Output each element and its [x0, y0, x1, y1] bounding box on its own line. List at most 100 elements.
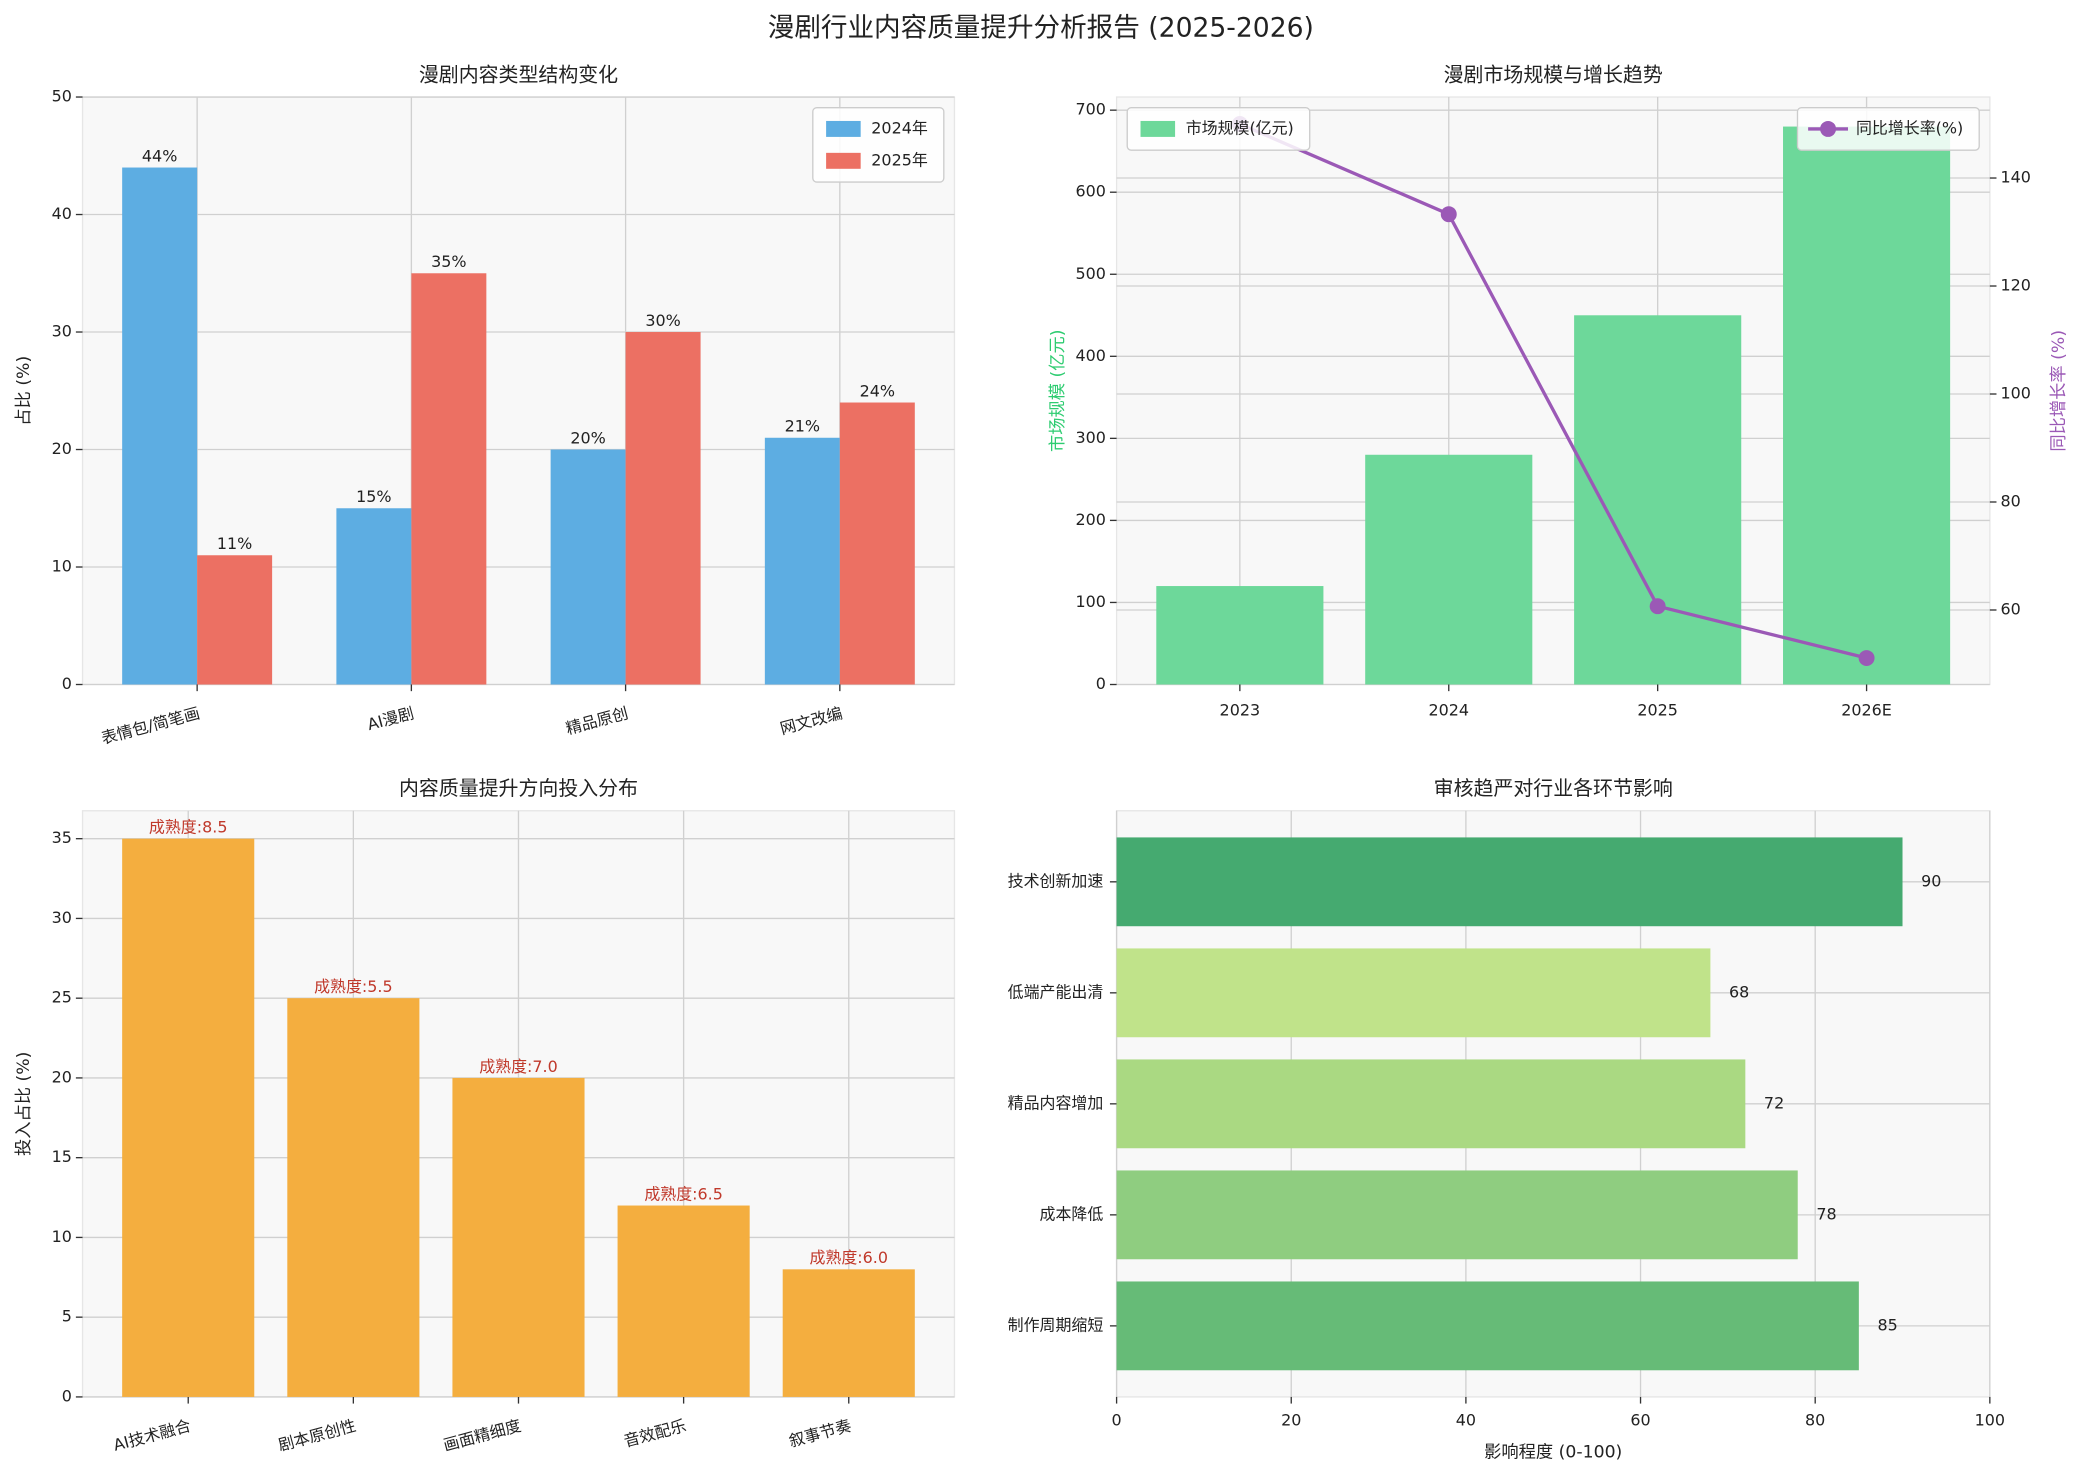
value-label: 11%: [217, 534, 252, 553]
bar: [122, 838, 255, 1397]
tick-label: 40: [52, 204, 72, 223]
x-tick-label: AI漫剧: [365, 703, 416, 734]
y2-axis-label: 同比增长率 (%): [2049, 330, 2069, 452]
x-tick-label: 2026E: [1841, 701, 1892, 720]
bar: [287, 998, 420, 1397]
tick-label: 140: [2000, 168, 2030, 187]
chart-title: 审核趋严对行业各环节影响: [1434, 777, 1673, 800]
value-label: 21%: [785, 417, 820, 436]
y-axis-label: 市场规模 (亿元): [1048, 329, 1068, 452]
tick-label: 20: [52, 439, 72, 458]
x-tick-label: 剧本原创性: [276, 1416, 358, 1455]
legend-swatch: [826, 120, 861, 137]
bar: [782, 1269, 915, 1397]
value-label: 30%: [645, 311, 680, 330]
legend-swatch: [826, 152, 861, 169]
tick-label: 0: [1096, 674, 1106, 693]
y-tick-label: 低端产能出清: [1008, 982, 1104, 1001]
value-label: 15%: [356, 487, 391, 506]
bar: [452, 1077, 585, 1397]
x-tick-label: 0: [1112, 1410, 1122, 1429]
annotation: 成熟度:8.5: [149, 818, 228, 837]
annotation: 成熟度:6.0: [809, 1248, 888, 1267]
x-tick-label: 音效配乐: [622, 1416, 689, 1451]
tick-label: 100: [2000, 384, 2030, 403]
tick-label: 300: [1076, 428, 1106, 447]
bar: [764, 437, 840, 685]
line: [1239, 122, 1867, 660]
y-tick-label: 制作周期缩短: [1008, 1315, 1104, 1334]
tick-label: 0: [62, 674, 72, 693]
tick-label: 20: [52, 1067, 72, 1086]
bar: [122, 167, 198, 685]
value-label: 78: [1816, 1204, 1836, 1223]
legend-box: [1126, 106, 1311, 151]
bar: [617, 1205, 750, 1397]
x-tick-label: 100: [1975, 1410, 2005, 1429]
x-tick-label: AI技术融合: [111, 1416, 193, 1455]
bar: [1156, 586, 1324, 685]
y-tick-label: 技术创新加速: [1008, 871, 1104, 890]
x-tick-label: 20: [1281, 1410, 1301, 1429]
tick-label: 120: [2000, 276, 2030, 295]
chart-title: 内容质量提升方向投入分布: [399, 777, 638, 800]
bar: [197, 555, 273, 685]
y-tick-label: 成本降低: [1040, 1204, 1104, 1223]
point: [1440, 206, 1457, 223]
tick-label: 600: [1076, 182, 1106, 201]
bar: [1116, 837, 1903, 927]
x-tick-label: 精品原创: [564, 703, 631, 738]
value-label: 24%: [860, 381, 895, 400]
x-tick-label: 2024: [1428, 701, 1469, 720]
legend-label: 同比增长率(%): [1856, 118, 1963, 137]
point: [1649, 598, 1666, 615]
x-tick-label: 80: [1805, 1410, 1825, 1429]
chart-title: 漫剧市场规模与增长趋势: [1444, 63, 1663, 86]
tick-label: 10: [52, 557, 72, 576]
tick-label: 60: [2000, 599, 2020, 618]
bar: [839, 402, 915, 685]
annotation: 成熟度:5.5: [314, 977, 393, 996]
x-tick-label: 2025: [1637, 701, 1678, 720]
tick-label: 500: [1076, 264, 1106, 283]
tick-label: 25: [52, 988, 72, 1007]
value-label: 44%: [142, 146, 177, 165]
legend-label: 2024年: [871, 118, 928, 137]
tick-label: 30: [52, 322, 72, 341]
x-tick-label: 网文改编: [778, 703, 845, 738]
tick-label: 15: [52, 1147, 72, 1166]
tick-label: 30: [52, 908, 72, 927]
bar: [1116, 948, 1711, 1038]
tick-label: 35: [52, 828, 72, 847]
x-tick-label: 40: [1456, 1410, 1476, 1429]
legend-label: 2025年: [871, 150, 928, 169]
legend-box: [1796, 106, 1980, 151]
legend-label: 市场规模(亿元): [1186, 118, 1294, 137]
value-label: 72: [1764, 1093, 1784, 1112]
value-label: 35%: [431, 252, 466, 271]
legend-swatch: [1140, 120, 1176, 137]
bar: [411, 273, 487, 685]
tick-label: 200: [1076, 510, 1106, 529]
chart-title: 漫剧内容类型结构变化: [419, 63, 618, 86]
x-tick-label: 画面精细度: [441, 1416, 523, 1455]
tick-label: 10: [52, 1227, 72, 1246]
bar: [1783, 126, 1951, 685]
tick-label: 100: [1076, 592, 1106, 611]
x-axis-label: 影响程度 (0-100): [1484, 1443, 1622, 1463]
x-tick-label: 2023: [1220, 701, 1261, 720]
tick-label: 50: [52, 87, 72, 106]
x-tick-label: 60: [1630, 1410, 1650, 1429]
value-label: 85: [1877, 1315, 1897, 1334]
tick-label: 400: [1076, 346, 1106, 365]
y-axis-label: 占比 (%): [14, 356, 34, 426]
tick-label: 80: [2000, 491, 2020, 510]
bar: [1365, 454, 1533, 685]
bar: [336, 508, 412, 685]
main-title: 漫剧行业内容质量提升分析报告 (2025-2026): [768, 13, 1314, 44]
tick-label: 5: [62, 1307, 72, 1326]
tick-label: 0: [62, 1386, 72, 1405]
annotation: 成熟度:6.5: [644, 1184, 723, 1203]
